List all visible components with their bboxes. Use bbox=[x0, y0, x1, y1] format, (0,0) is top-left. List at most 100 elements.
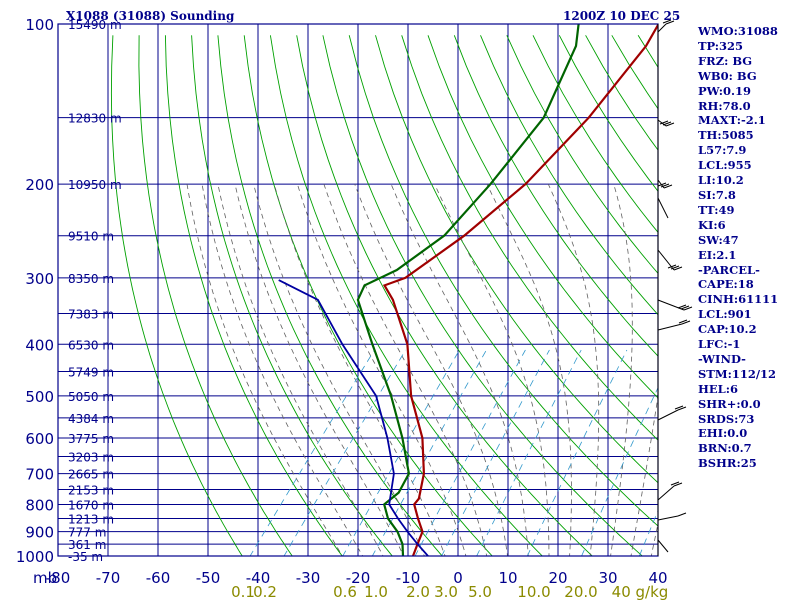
dry-adiabat bbox=[480, 35, 658, 316]
mixing-ratio-line bbox=[371, 349, 487, 556]
temperature-tick-label: -40 bbox=[246, 569, 271, 587]
index-item: BRN:0.7 bbox=[698, 441, 752, 456]
mixing-ratio-line bbox=[476, 349, 582, 556]
mixing-ratio-line bbox=[638, 509, 658, 556]
moist-adiabat bbox=[434, 183, 550, 556]
moist-adiabats bbox=[186, 183, 658, 556]
pressure-tick-label: 200 bbox=[25, 176, 54, 194]
mixing-ratio-label: 2.0 bbox=[406, 583, 430, 600]
index-item: HEL:6 bbox=[698, 381, 738, 396]
index-item: SW:47 bbox=[698, 232, 739, 247]
height-label: -35 m bbox=[68, 550, 103, 564]
height-label: 7383 m bbox=[68, 307, 114, 321]
dry-adiabat bbox=[322, 35, 643, 556]
mixing-ratio-line bbox=[342, 349, 460, 556]
dry-adiabats bbox=[110, 35, 658, 556]
pressure-tick-label: 1000 bbox=[16, 548, 54, 566]
moist-adiabat bbox=[217, 184, 384, 556]
temperature-tick-label: -10 bbox=[396, 569, 421, 587]
index-item: SRDS:73 bbox=[698, 411, 755, 426]
mixing-ratio-label: 10.0 bbox=[517, 583, 550, 600]
index-item: -WIND- bbox=[698, 351, 746, 366]
moist-adiabat bbox=[610, 183, 633, 556]
dry-adiabat bbox=[269, 35, 543, 556]
wind-barb bbox=[657, 19, 675, 33]
wind-barb bbox=[657, 481, 683, 501]
height-label: 10950 m bbox=[68, 178, 122, 192]
index-item: LCL:901 bbox=[698, 307, 752, 322]
index-item: FRZ: BG bbox=[698, 53, 753, 68]
temperature-tick-label: -70 bbox=[96, 569, 121, 587]
pressure-tick-label: 900 bbox=[25, 524, 54, 542]
dry-adiabat bbox=[164, 35, 343, 556]
dry-adiabat bbox=[348, 35, 658, 527]
height-label: 3203 m bbox=[68, 450, 114, 464]
index-item: -PARCEL- bbox=[698, 262, 760, 277]
height-label: 2665 m bbox=[68, 468, 114, 482]
temperature-tick-label: 40 bbox=[648, 569, 667, 587]
isotherm-grid bbox=[58, 24, 658, 556]
sounding-indices-panel: WMO:31088 TP:325 FRZ: BG WB0: BG PW:0.19 RH:7… bbox=[698, 24, 778, 471]
index-item: MAXT:-2.1 bbox=[698, 113, 766, 128]
index-item: L57:7.9 bbox=[698, 143, 747, 158]
index-item: RH:78.0 bbox=[698, 98, 751, 113]
wind-barb bbox=[657, 249, 683, 271]
dry-adiabat bbox=[191, 35, 393, 556]
index-item: TP:325 bbox=[698, 38, 744, 53]
pressure-tick-label: 500 bbox=[25, 388, 54, 406]
moist-adiabat bbox=[297, 183, 467, 556]
dry-adiabat bbox=[296, 35, 593, 556]
dewpoint-line bbox=[356, 24, 580, 556]
dry-adiabat bbox=[110, 35, 243, 556]
pressure-tick-label: 700 bbox=[25, 466, 54, 484]
mixing-ratio-line bbox=[249, 349, 375, 556]
mixing-ratio-line bbox=[441, 349, 550, 556]
wind-barbs bbox=[657, 19, 693, 556]
index-item: BSHR:25 bbox=[698, 456, 757, 471]
mixing-ratio-label: 0.6 bbox=[333, 583, 357, 600]
temperature-tick-label: -60 bbox=[146, 569, 171, 587]
parcel-line bbox=[278, 279, 429, 556]
dry-adiabat bbox=[506, 35, 658, 275]
height-label: 8350 m bbox=[68, 272, 114, 286]
temperature-tick-label: -50 bbox=[196, 569, 221, 587]
mixing-ratio-lines bbox=[249, 349, 658, 556]
temperature-tick-label: 30 bbox=[598, 569, 617, 587]
index-item: STM:112/12 bbox=[698, 366, 777, 381]
mixing-ratio-line bbox=[283, 349, 406, 556]
mixing-ratio-label: 20.0 bbox=[564, 583, 597, 600]
temperature-tick-label: -30 bbox=[296, 569, 321, 587]
index-item: SI:7.8 bbox=[698, 187, 736, 202]
height-label: 3775 m bbox=[68, 432, 114, 446]
moist-adiabat bbox=[186, 184, 343, 556]
height-label: 12830 m bbox=[68, 112, 122, 126]
pressure-unit-label: mb bbox=[33, 569, 57, 587]
pressure-tick-label: 300 bbox=[25, 270, 54, 288]
index-item: TT:49 bbox=[698, 202, 735, 217]
wind-barb bbox=[657, 197, 669, 219]
wind-barb bbox=[657, 179, 673, 189]
mixing-ratio-labels: 0.10.2 0.6 1.0 2.0 3.0 5.0 10.0 20.0 40 g/kg bbox=[231, 583, 668, 600]
moist-adiabat bbox=[486, 183, 572, 556]
wind-barb bbox=[657, 119, 675, 127]
index-item: CINH:61111 bbox=[698, 292, 779, 307]
mixing-ratio-line bbox=[526, 349, 628, 556]
wind-barb bbox=[657, 299, 693, 311]
moist-adiabat bbox=[354, 183, 508, 556]
sounding-profiles bbox=[278, 24, 658, 556]
moist-adiabat bbox=[201, 184, 364, 556]
pressure-tick-labels: 100 200 300 400 500 600 700 800 900 1000 bbox=[16, 16, 54, 566]
mixing-ratio-label: 1.0 bbox=[364, 583, 388, 600]
moist-adiabat bbox=[273, 183, 446, 556]
height-label: 9510 m bbox=[68, 230, 114, 244]
height-label: 777 m bbox=[68, 526, 106, 540]
pressure-tick-label: 400 bbox=[25, 336, 54, 354]
index-item: WMO:31088 bbox=[698, 24, 778, 38]
mixing-ratio-label: 0.2 bbox=[253, 583, 277, 600]
height-label: 15490 m bbox=[68, 18, 122, 32]
mixing-ratio-line bbox=[414, 349, 526, 556]
height-label: 2153 m bbox=[68, 484, 114, 498]
index-item: LCL:955 bbox=[698, 158, 752, 173]
temperature-tick-label: 10 bbox=[498, 569, 517, 587]
height-label: 1670 m bbox=[68, 498, 114, 512]
